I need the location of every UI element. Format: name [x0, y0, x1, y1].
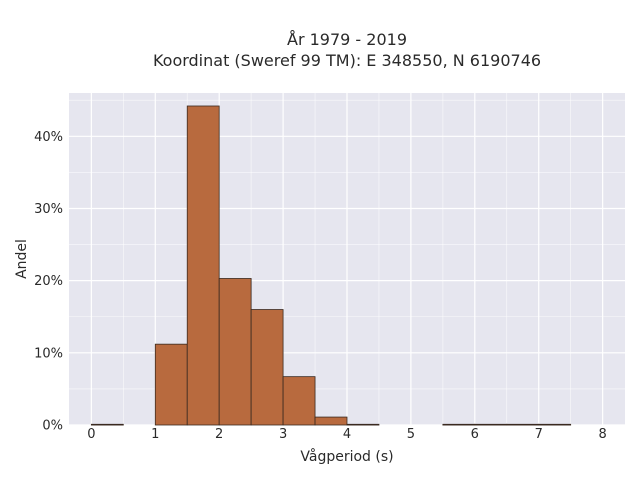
y-tick-label: 0%: [42, 419, 63, 434]
x-tick-labels: 0 1 2 3 4 5 6 7 8: [87, 427, 607, 442]
x-tick-label: 7: [535, 427, 543, 442]
chart-title-line-1: År 1979 - 2019: [287, 30, 407, 49]
x-tick-label: 4: [343, 427, 351, 442]
x-tick-label: 8: [598, 427, 606, 442]
y-axis-label: Andel: [14, 239, 30, 279]
y-tick-label: 30%: [34, 202, 63, 217]
histogram-bar: [218, 278, 252, 426]
x-tick-label: 3: [279, 427, 287, 442]
y-tick-label: 20%: [34, 274, 63, 289]
histogram-bar: [186, 105, 220, 426]
x-tick-label: 2: [215, 427, 223, 442]
x-tick-label: 5: [407, 427, 415, 442]
x-tick-label: 0: [87, 427, 95, 442]
histogram-bar: [90, 423, 124, 426]
histogram-bar: [314, 416, 348, 426]
y-tick-label: 10%: [34, 346, 63, 361]
y-tick-label: 40%: [34, 130, 63, 145]
x-tick-label: 6: [471, 427, 479, 442]
histogram-bar: [474, 423, 508, 426]
histogram-bar: [282, 376, 316, 426]
histogram-bar: [250, 309, 284, 426]
histogram-bar: [538, 423, 572, 426]
histogram-bar: [154, 343, 188, 426]
chart-title-line-2: Koordinat (Sweref 99 TM): E 348550, N 61…: [153, 51, 541, 70]
x-axis-label: Vågperiod (s): [300, 448, 393, 465]
histogram-bar: [442, 423, 476, 426]
histogram-bar: [506, 423, 540, 426]
histogram-bar: [346, 423, 380, 426]
x-tick-label: 1: [151, 427, 159, 442]
bars: [90, 105, 572, 426]
y-tick-labels: 0% 10% 20% 30% 40%: [34, 130, 63, 434]
